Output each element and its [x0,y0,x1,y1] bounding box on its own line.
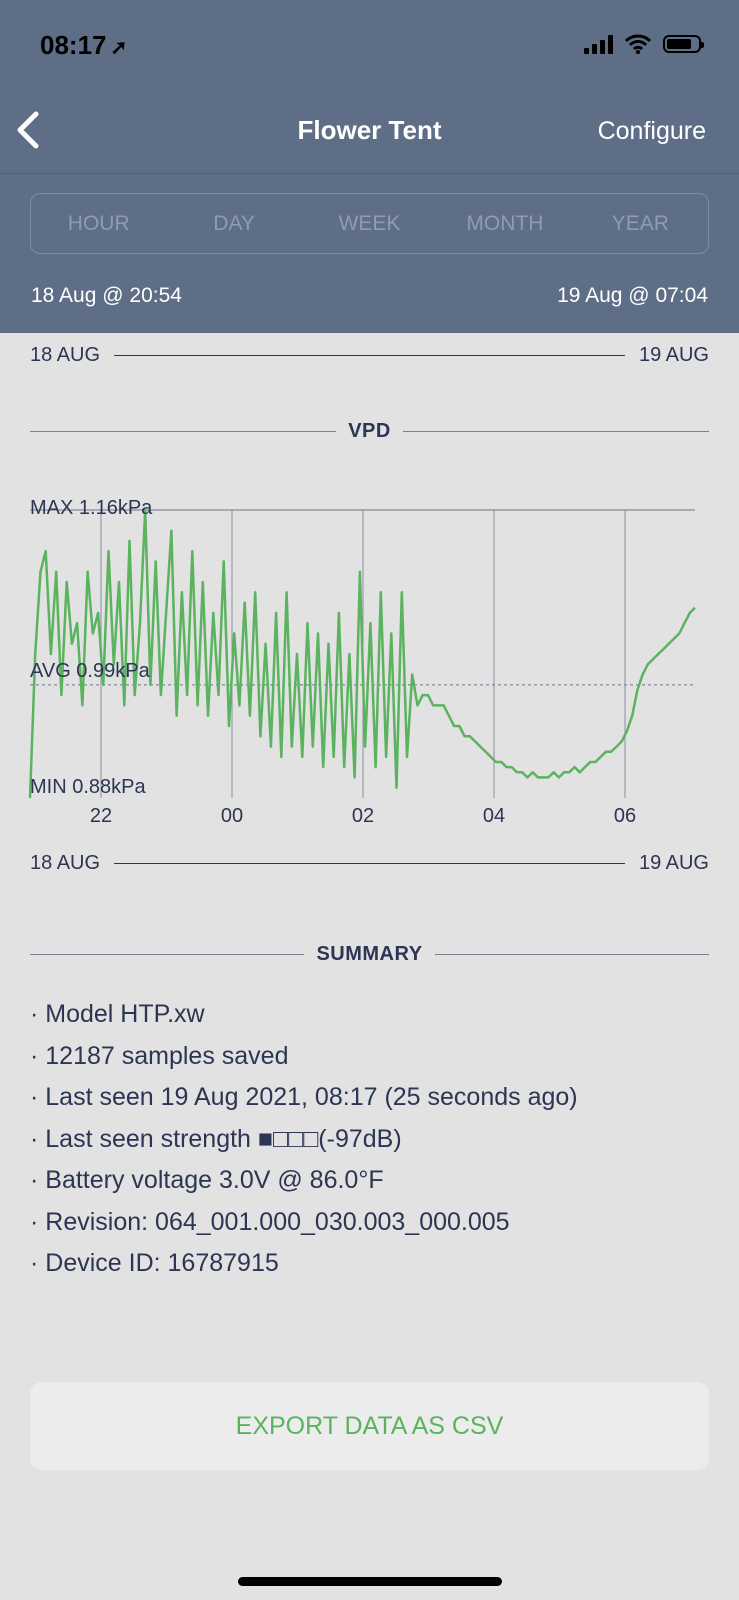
date-divider [114,863,625,864]
bottom-date-left: 18 AUG [30,852,101,874]
battery-icon [663,35,704,53]
battery-fill [667,39,691,49]
summary-strength: · Last seen strength ■□□□(-97dB) [30,1124,402,1153]
vpd-series-line [28,508,696,799]
summary-model: · Model HTP.xw [30,1000,205,1028]
avg-label: AVG 0.99kPa [30,660,151,682]
header: 08:17 ➚ Flower Tent Configure HOUR DAY WE… [0,0,739,333]
vpd-title: VPD [348,420,391,442]
summary-last-seen: · Last seen 19 Aug 2021, 08:17 (25 secon… [30,1083,578,1111]
max-label: MAX 1.16kPa [30,497,153,519]
segment-day[interactable]: DAY [213,212,255,235]
x-tick-label: 02 [352,805,374,827]
date-divider [114,355,625,356]
divider [0,173,739,174]
x-tick-label: 22 [90,805,112,827]
back-button[interactable] [14,108,54,152]
summary-title: SUMMARY [316,943,423,965]
top-date-left: 18 AUG [30,344,101,366]
section-divider [30,431,337,432]
x-tick-label: 00 [221,805,243,827]
x-tick-label: 06 [614,805,636,827]
section-divider [434,954,709,955]
bottom-date-right: 19 AUG [638,852,709,874]
segment-year[interactable]: YEAR [611,212,669,235]
signal-icon [584,34,613,54]
configure-button[interactable]: Configure [597,117,706,145]
vpd-section-header: VPD [30,420,709,443]
summary-revision: · Revision: 064_001.000_030.003_000.005 [30,1207,510,1236]
section-divider [402,431,709,432]
nav-title-wrap: Flower Tent [0,115,739,146]
chevron-left-icon [17,111,39,149]
segment-week[interactable]: WEEK [338,212,401,235]
range-segmented-control: HOUR DAY WEEK MONTH YEAR [30,193,709,254]
location-arrow-icon: ➚ [110,37,128,59]
segment-hour[interactable]: HOUR [67,212,130,235]
summary-section-header: SUMMARY [30,943,709,966]
page-title: Flower Tent [297,115,442,145]
summary-device-id: · Device ID: 16787915 [30,1249,279,1277]
vpd-chart: 22 00 02 04 06 MAX 1.16kPa AVG 0.99kPa MIN 0… [0,480,739,850]
status-icons [584,34,704,54]
range-start: 18 Aug @ 20:54 [31,284,182,307]
wifi-icon [625,34,651,54]
vpd-chart-svg: 22 00 02 04 06 MAX 1.16kPa AVG 0.99kPa MIN 0… [28,497,696,827]
summary-list: · Model HTP.xw · 12187 samples saved · L… [30,1000,578,1291]
summary-battery: · Battery voltage 3.0V @ 86.0°F [30,1166,384,1194]
summary-samples: · 12187 samples saved [30,1041,289,1070]
home-indicator[interactable] [238,1577,502,1586]
bottom-date-row: 18 AUG 19 AUG [30,852,709,875]
min-label: MIN 0.88kPa [30,776,146,798]
x-tick-label: 04 [483,805,505,827]
top-date-row: 18 AUG 19 AUG [30,344,709,367]
export-csv-button[interactable]: EXPORT DATA AS CSV [30,1382,709,1470]
section-divider [30,954,305,955]
segment-month[interactable]: MONTH [466,212,544,235]
status-time: 08:17 ➚ [40,30,128,60]
top-date-right: 19 AUG [638,344,709,366]
range-end: 19 Aug @ 07:04 [557,284,708,307]
